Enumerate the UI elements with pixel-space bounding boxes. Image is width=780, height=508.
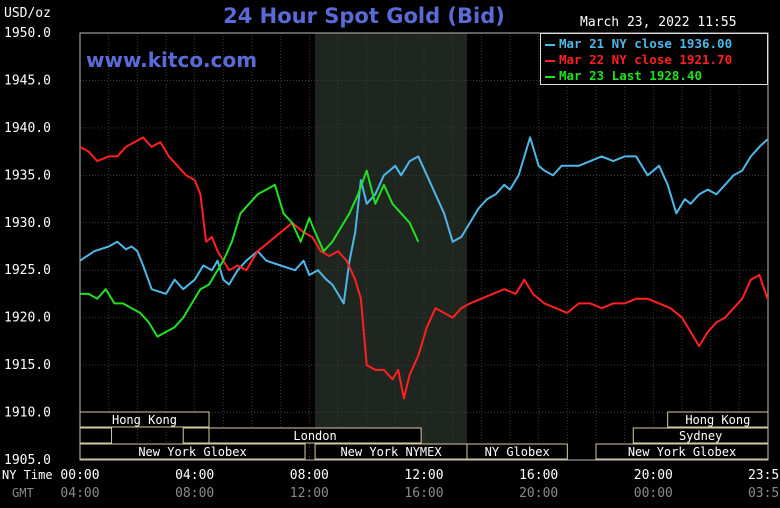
y-tick-label: 1910.0	[4, 406, 51, 421]
y-tick-label: 1935.0	[4, 168, 51, 183]
y-tick-label: 1915.0	[4, 358, 51, 373]
series-line-2	[79, 136, 769, 400]
y-tick-label: 1905.0	[4, 453, 51, 468]
session-bar	[79, 411, 210, 428]
session-label: Hong Kong	[685, 413, 750, 427]
x-tick-label-gmt: 20:00	[519, 486, 558, 501]
y-tick-label: 1950.0	[4, 26, 51, 41]
nymex-session-shading	[315, 33, 467, 460]
session-bar	[182, 427, 210, 444]
y-tick-label: 1940.0	[4, 121, 51, 136]
session-bar	[632, 427, 769, 444]
legend-label-mar23: Mar 23 Last 1928.40	[559, 68, 702, 83]
session-label: Hong Kong	[112, 413, 177, 427]
session-bar	[595, 443, 769, 460]
x-tick-label-ny: 16:00	[519, 468, 558, 483]
y-tick-label: 1925.0	[4, 263, 51, 278]
x-tick-label-ny: 00:00	[60, 468, 99, 483]
session-bar	[208, 427, 422, 444]
series-line-1	[79, 136, 769, 305]
y-tick-label: 1945.0	[4, 73, 51, 88]
y-axis-unit: USD/oz	[4, 6, 51, 21]
chart-title: 24 Hour Spot Gold (Bid)	[223, 4, 505, 28]
series-line-3	[80, 169, 420, 338]
session-bar	[667, 411, 769, 428]
y-tick-label: 1930.0	[4, 216, 51, 231]
x-tick-label-gmt: 16:00	[404, 486, 443, 501]
session-label: London	[293, 429, 336, 443]
session-label: New York NYMEX	[340, 445, 442, 459]
legend-swatch-mar21	[545, 43, 555, 46]
session-bar	[466, 443, 568, 460]
x-tick-label-gmt: 08:00	[175, 486, 214, 501]
legend-swatch-mar22	[545, 59, 555, 62]
x-tick-label-ny: 04:00	[175, 468, 214, 483]
ny-time-label: NY Time	[2, 468, 53, 482]
gmt-label: GMT	[12, 486, 34, 500]
x-tick-label-ny: 08:00	[290, 468, 329, 483]
session-label: NY Globex	[485, 445, 550, 459]
x-tick-label-gmt: 03:59	[748, 486, 780, 501]
x-tick-label-gmt: 00:00	[634, 486, 673, 501]
site-url-link[interactable]: www.kitco.com	[86, 48, 258, 72]
session-label: Sydney	[679, 429, 722, 443]
session-label: New York Globex	[628, 445, 736, 459]
plot-frame	[79, 32, 769, 461]
legend-label-mar21: Mar 21 NY close 1936.00	[559, 36, 733, 51]
session-bar	[79, 443, 306, 460]
legend-item-mar21: Mar 21 NY close 1936.00	[545, 36, 732, 51]
legend-label-mar22: Mar 22 NY close 1921.70	[559, 52, 733, 67]
x-tick-label-ny: 12:00	[404, 468, 443, 483]
x-tick-label-ny: 20:00	[634, 468, 673, 483]
x-tick-label-gmt: 12:00	[290, 486, 329, 501]
timestamp: March 23, 2022 11:55	[580, 15, 737, 30]
legend-item-mar22: Mar 22 NY close 1921.70	[545, 52, 732, 67]
session-label: New York Globex	[138, 445, 246, 459]
x-tick-label-gmt: 04:00	[60, 486, 99, 501]
legend: Mar 21 NY close 1936.00 Mar 22 NY close …	[540, 33, 768, 85]
x-tick-label-ny: 23:59	[748, 468, 780, 483]
session-bar	[79, 427, 113, 444]
y-tick-label: 1920.0	[4, 311, 51, 326]
legend-item-mar23: Mar 23 Last 1928.40	[545, 68, 702, 83]
legend-swatch-mar23	[545, 75, 555, 78]
